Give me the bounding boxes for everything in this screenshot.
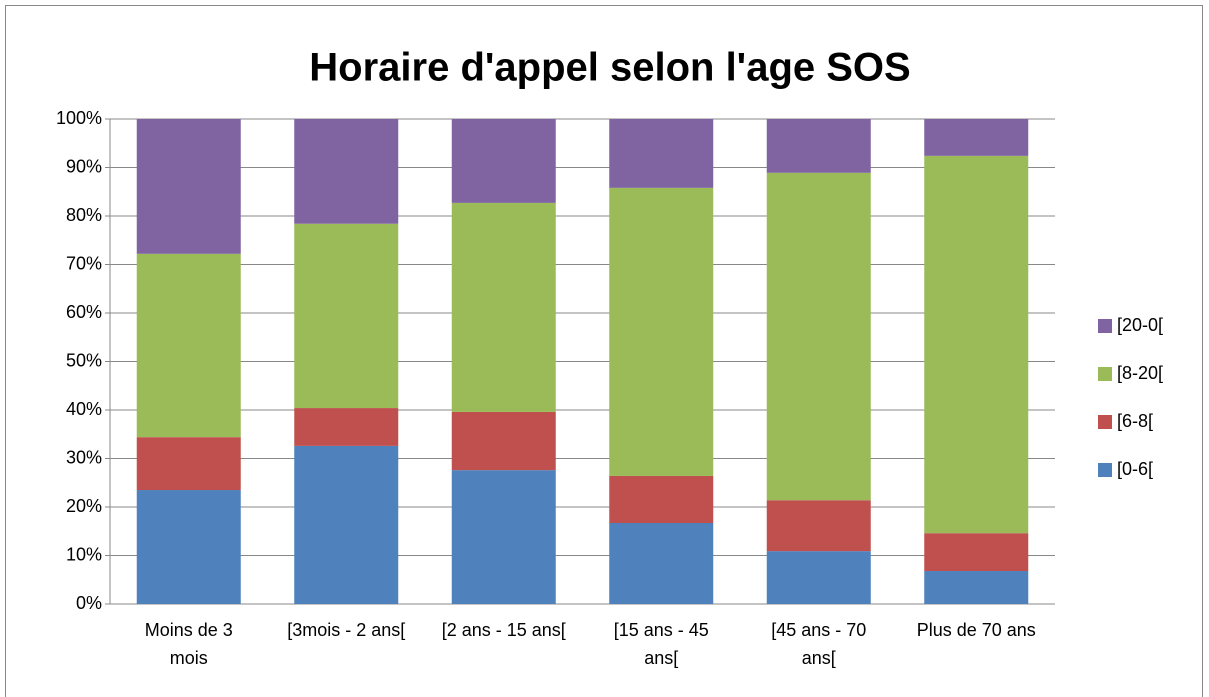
y-tick-label: 50% [66, 350, 102, 370]
bar-segment [451, 202, 556, 412]
bar-segment [451, 411, 556, 471]
bar-segment [294, 119, 399, 224]
legend-swatch [1098, 367, 1112, 381]
y-tick-label: 100% [56, 108, 102, 128]
legend-swatch [1098, 463, 1112, 477]
bar-segment [294, 408, 399, 446]
bar-segment [451, 470, 556, 604]
bar-segment [766, 172, 871, 501]
legend-label: [20-0[ [1117, 315, 1163, 335]
bar-segment [136, 437, 241, 491]
bar-segment [294, 445, 399, 604]
legend-label: [8-20[ [1117, 363, 1163, 383]
x-tick-label: Plus de 70 ans [916, 620, 1036, 640]
bar-segment [609, 187, 714, 476]
x-tick-label: [3mois - 2 ans[ [287, 620, 406, 640]
bar-segment [609, 119, 714, 188]
y-tick-label: 80% [66, 205, 102, 225]
bar-segment [766, 551, 871, 604]
bar-segment [766, 500, 871, 552]
y-tick-label: 70% [66, 253, 102, 273]
y-tick-label: 20% [66, 496, 102, 516]
y-tick-label: 30% [66, 447, 102, 467]
bar-segment [136, 490, 241, 604]
bar-segment [924, 155, 1029, 534]
y-tick-label: 0% [76, 593, 102, 613]
x-tick-label: [15 ans - 45 ans[ [613, 620, 709, 668]
bar-segment [609, 475, 714, 524]
legend-swatch [1098, 319, 1112, 333]
legend-label: [0-6[ [1117, 459, 1153, 479]
bar-segment [136, 253, 241, 438]
x-tick-label: Moins de 3 mois [144, 620, 233, 668]
y-tick-label: 90% [66, 156, 102, 176]
bar-segment [451, 119, 556, 203]
y-tick-label: 60% [66, 302, 102, 322]
legend-label: [6-8[ [1117, 411, 1153, 431]
bar-segment [136, 119, 241, 254]
bar-segment [924, 119, 1029, 156]
legend-swatch [1098, 415, 1112, 429]
bar-segment [609, 523, 714, 604]
bar-segment [924, 571, 1029, 604]
y-tick-label: 40% [66, 399, 102, 419]
chart-title: Horaire d'appel selon l'age SOS [309, 46, 910, 90]
x-tick-label: [45 ans - 70 ans[ [771, 620, 867, 668]
bar-segment [766, 119, 871, 173]
bar-segment [924, 533, 1029, 572]
x-tick-label: [2 ans - 15 ans[ [441, 620, 566, 640]
y-tick-label: 10% [66, 544, 102, 564]
bar-segment [294, 223, 399, 409]
